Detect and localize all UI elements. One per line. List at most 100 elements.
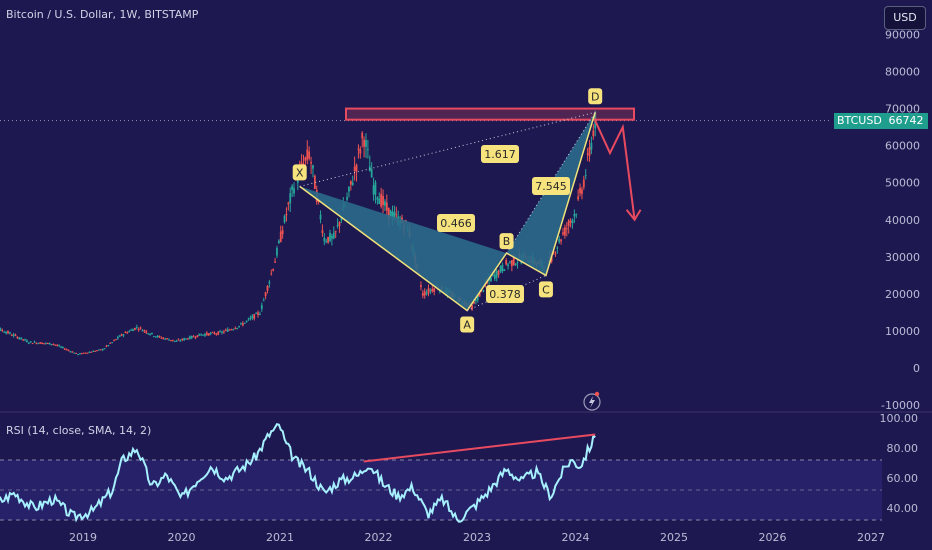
candle-body <box>77 354 79 356</box>
x-tick-label: 2027 <box>857 531 885 544</box>
candle-body <box>63 348 66 350</box>
candle-body <box>156 335 159 338</box>
candle-body <box>204 334 206 336</box>
candle-body <box>579 187 581 194</box>
y-tick-label: 90000 <box>885 28 920 41</box>
candle-body <box>338 222 341 226</box>
candle-body <box>18 338 21 340</box>
candle-body <box>234 327 237 329</box>
candle-body <box>103 348 106 350</box>
candle-body <box>24 339 26 341</box>
candle-body <box>588 146 591 157</box>
candle-body <box>361 132 364 139</box>
candle-body <box>46 343 49 345</box>
candle-body <box>39 342 42 344</box>
candle-body <box>473 302 475 304</box>
y-tick-label: 30000 <box>885 251 920 264</box>
candle-body <box>158 336 161 338</box>
candle-body <box>111 342 114 344</box>
candle-body <box>166 338 169 340</box>
pattern-point-badge <box>499 233 514 250</box>
candle-body <box>431 289 434 292</box>
candle-body <box>247 318 250 320</box>
candle-body <box>50 344 53 346</box>
candle-body <box>243 322 246 324</box>
candle-body <box>196 335 199 338</box>
candle-body <box>321 230 324 234</box>
candle-body <box>122 334 125 336</box>
candle-body <box>132 329 134 332</box>
y-tick-label: 40000 <box>885 214 920 227</box>
candle-body <box>370 169 373 178</box>
candle-body <box>471 305 473 310</box>
candle-body <box>71 351 74 353</box>
candle-body <box>393 211 396 219</box>
candle-body <box>35 342 38 344</box>
candle-body <box>492 274 494 276</box>
y-tick-label: 20000 <box>885 288 920 301</box>
candle-body <box>556 247 559 249</box>
candle-body <box>141 330 144 332</box>
candle-body <box>348 186 350 192</box>
candle-body <box>495 270 498 278</box>
candle-body <box>257 312 259 315</box>
candle-body <box>41 342 43 344</box>
candle-body <box>92 350 95 352</box>
pattern-point-badge <box>460 316 475 333</box>
candle-body <box>115 339 117 341</box>
candle-body <box>213 332 216 335</box>
candle-body <box>429 289 432 291</box>
candle-body <box>1 330 4 332</box>
pattern-ratio-label: 0.378 <box>489 288 521 301</box>
candle-body <box>215 333 218 335</box>
candle-body <box>251 315 254 319</box>
currency-button[interactable]: USD <box>884 6 926 30</box>
candle-body <box>245 320 248 322</box>
candle-body <box>306 149 309 160</box>
candle-body <box>232 329 235 331</box>
candle-body <box>490 277 492 282</box>
candle-body <box>425 292 428 295</box>
candle-body <box>75 352 78 354</box>
pattern-point-label: D <box>591 90 599 103</box>
candle-body <box>60 346 62 348</box>
candle-body <box>384 201 386 206</box>
candle-body <box>113 340 115 342</box>
candle-body <box>224 329 227 331</box>
x-tick-label: 2023 <box>463 531 491 544</box>
candle-body <box>90 351 93 353</box>
candle-body <box>516 262 519 264</box>
candle-body <box>175 340 178 342</box>
candle-body <box>26 340 28 343</box>
candle-body <box>3 331 6 333</box>
candle-body <box>99 349 102 351</box>
pattern-ratio-label: 0.466 <box>440 217 472 230</box>
rsi-y-tick-label: 100.00 <box>880 412 919 425</box>
candle-body <box>304 157 307 161</box>
candle-body <box>209 332 212 334</box>
candle-body <box>169 340 172 342</box>
x-tick-label: 2022 <box>365 531 393 544</box>
candle-body <box>188 336 191 340</box>
y-tick-label: 80000 <box>885 66 920 79</box>
candle-body <box>423 291 426 296</box>
rsi-divergence-line <box>363 433 596 463</box>
pattern-ratio-badge <box>437 214 475 232</box>
candle-body <box>274 261 276 263</box>
candle-body <box>116 336 119 339</box>
candle-body <box>12 334 15 336</box>
x-tick-label: 2020 <box>168 531 196 544</box>
candle-body <box>198 333 201 336</box>
candle-body <box>228 329 231 331</box>
candle-body <box>512 257 515 265</box>
candle-body <box>433 288 436 292</box>
pattern-ratio-label: 1.617 <box>484 148 516 161</box>
candle-body <box>16 336 19 339</box>
candle-body <box>223 331 225 333</box>
candle-body <box>359 149 362 154</box>
candle-body <box>8 332 11 334</box>
candle-body <box>187 338 189 340</box>
rsi-title: RSI (14, close, SMA, 14, 2) <box>6 424 152 437</box>
candle-body <box>82 352 85 354</box>
pattern-ratio-label: 7.545 <box>535 180 567 193</box>
